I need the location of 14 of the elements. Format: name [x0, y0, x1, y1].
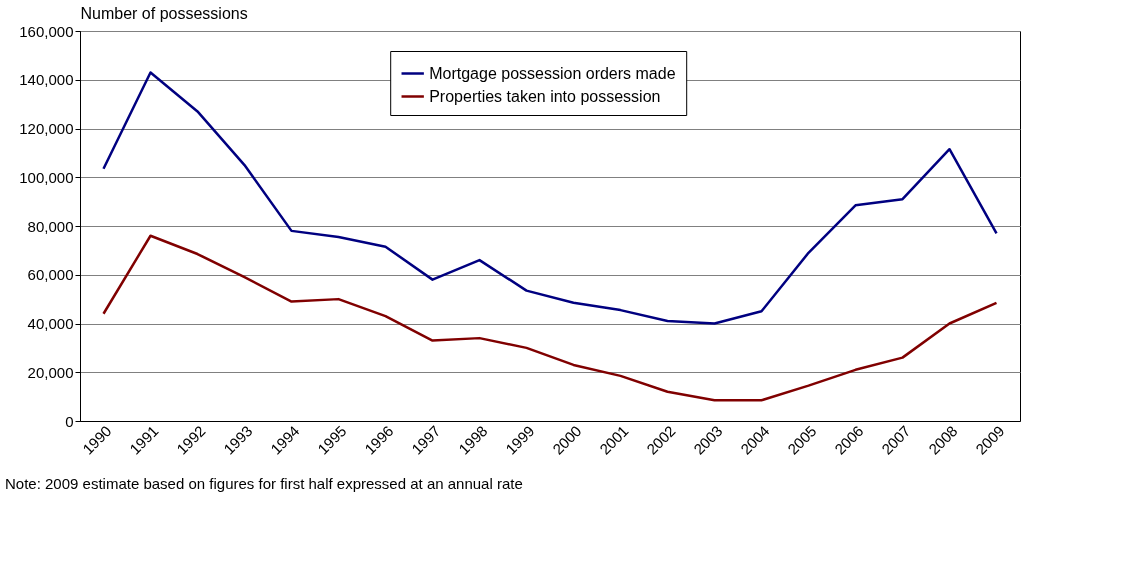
y-tick-label: 120,000 — [19, 120, 74, 137]
y-tick-label: 140,000 — [19, 71, 74, 89]
line-series — [102, 234, 998, 402]
y-tick-label: 0 — [65, 412, 74, 430]
y-axis-title: Number of possessions — [80, 4, 248, 22]
y-tick-label: 80,000 — [27, 217, 74, 235]
y-tick-label: 40,000 — [27, 315, 74, 332]
legend-label: Mortgage possession orders made — [429, 64, 676, 82]
text: Note: 2009 estimate based on figures for first half expressed at an annual rate — [5, 475, 523, 493]
y-tick-label: 100,000 — [19, 168, 74, 186]
y-tick-label: 60,000 — [27, 266, 74, 284]
legend-label: Properties taken into possession — [429, 87, 661, 105]
y-tick-label: 160,000 — [19, 22, 74, 40]
y-tick-label: 20,000 — [27, 363, 74, 381]
